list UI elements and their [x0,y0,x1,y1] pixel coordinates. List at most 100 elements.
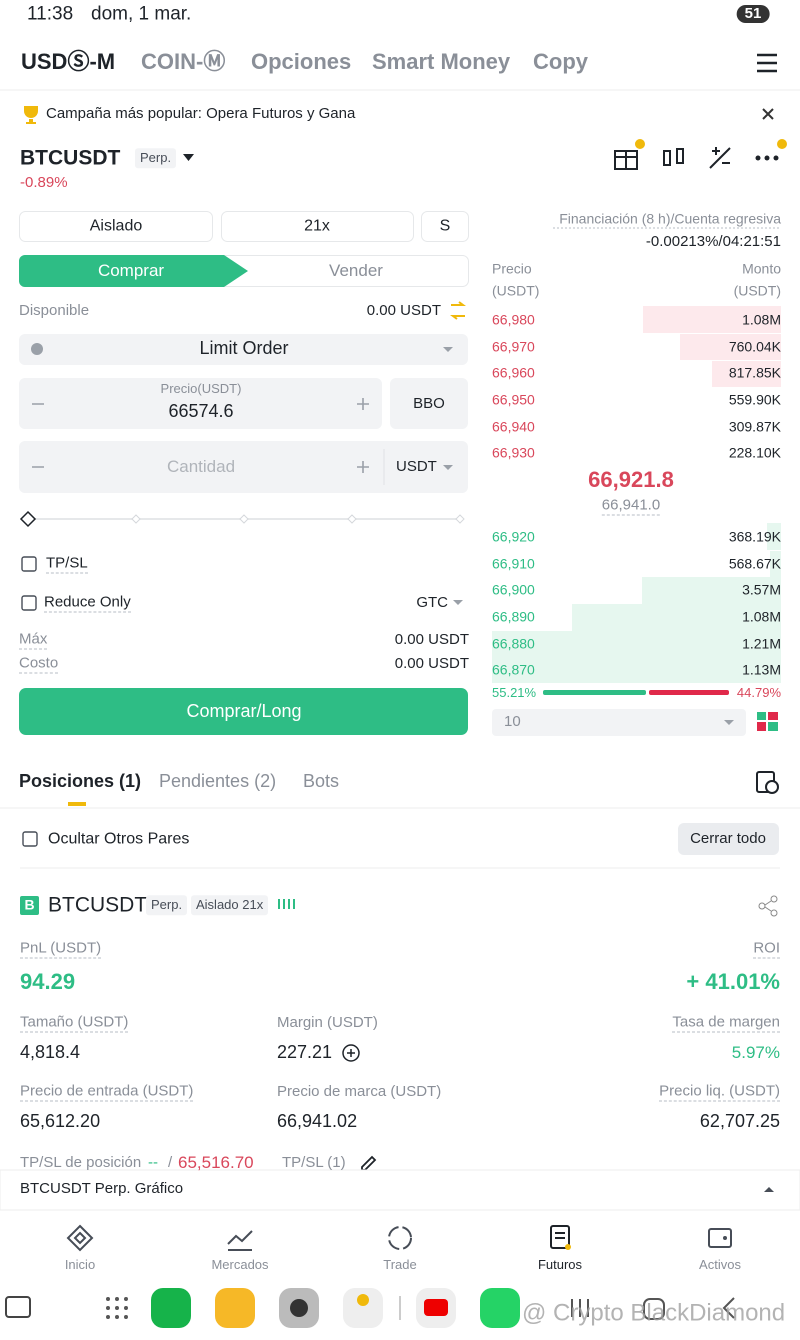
tab[interactable]: Copy [533,48,588,74]
order-type[interactable]: Limit Order [199,338,289,359]
symbol-type: Perp. [135,148,177,168]
bid-amount: 568.67K [728,555,781,572]
positions-tab[interactable]: Pendientes (2) [159,771,277,792]
tpsl-sep: / [168,1154,173,1171]
max-value: 0.00 USDT [394,631,469,648]
symbol-change: -0.89% [20,174,68,191]
roi: + 41.01% [686,968,780,994]
depth-select[interactable]: 10 [504,713,521,730]
time-in-force[interactable]: GTC [416,594,448,611]
last-price: 66,921.8 [588,466,674,492]
mark-price: 66,941.0 [601,496,661,516]
ask-amount: 760.04K [728,338,781,355]
tp-sl[interactable]: TP/SL [46,554,88,574]
positions-tab[interactable]: Posiciones (1) [19,771,142,792]
positions-tab[interactable]: Bots [303,771,340,792]
status-time: 11:38 [27,3,74,25]
sell-tab[interactable]: Vender [329,260,383,280]
leverage[interactable]: 21x [304,217,330,235]
nav-item[interactable]: Inicio [64,1257,96,1273]
position-mode[interactable]: S [439,217,451,235]
tp: -- [148,1154,158,1171]
ask-amount: 228.10K [728,444,781,461]
price-header: Precio [492,260,532,277]
entry-label: Precio de entrada (USDT) [20,1082,194,1102]
bid-amount: 1.08M [742,608,781,625]
position-margin: Aislado 21x [191,895,269,915]
mark-label: Precio de marca (USDT) [277,1083,442,1100]
max-label: Máx [19,630,48,650]
mark: 66,941.02 [277,1111,358,1132]
liq: 62,707.25 [699,1111,780,1132]
amount-header: Monto [742,260,781,277]
tab[interactable]: COIN-Ⓜ [141,48,226,74]
bid-amount: 3.57M [742,581,781,598]
margin-rate-label: Tasa de margen [672,1013,780,1033]
cost-value: 0.00 USDT [394,655,469,672]
tab[interactable]: USDⓈ-M [21,48,116,74]
position-type: Perp. [146,895,188,915]
ask-price[interactable]: 66,930 [492,444,535,461]
ask-amount: 309.87K [728,418,781,435]
price-input[interactable]: 66574.6 [168,401,234,422]
bid-price[interactable]: 66,920 [492,528,535,545]
watermark: @ Crypto BlackDiamond [522,1299,786,1327]
buy-tab[interactable]: Comprar [97,260,165,280]
quantity-input[interactable]: Cantidad [166,456,236,476]
available: 0.00 USDT [366,302,441,319]
bid-price[interactable]: 66,870 [492,661,535,678]
tpsl-orders[interactable]: TP/SL (1) [282,1154,346,1171]
close-all[interactable]: Cerrar todo [690,830,766,847]
bid-price[interactable]: 66,910 [492,555,535,572]
hide-others[interactable]: Ocultar Otros Pares [48,830,190,848]
bbo[interactable]: BBO [413,395,445,412]
quantity-unit[interactable]: USDT [396,458,437,475]
submit-button[interactable]: Comprar/Long [186,701,302,722]
chart-bar[interactable]: BTCUSDT Perp. Gráfico [20,1180,184,1197]
size: 4,818.4 [20,1042,81,1063]
ask-price[interactable]: 66,940 [492,418,535,435]
nav-item[interactable]: Futuros [537,1257,583,1273]
margin-value: 227.21 [277,1042,333,1063]
bid-price[interactable]: 66,880 [492,635,535,652]
badge: B [24,896,35,913]
nav-item[interactable]: Mercados [211,1257,269,1273]
buy-ratio: 55.21% [492,685,537,701]
tab[interactable]: Smart Money [372,48,511,74]
sl: 65,516.70 [178,1152,254,1172]
entry: 65,612.20 [20,1111,101,1132]
ask-amount: 1.08M [742,311,781,328]
position-symbol: BTCUSDT [48,893,148,917]
amount-header: (USDT) [733,282,781,299]
price-header: (USDT) [492,282,540,299]
ask-amount: 817.85K [728,364,781,381]
margin-mode[interactable]: Aislado [89,217,143,235]
cost-label: Costo [19,654,59,674]
ask-price[interactable]: 66,970 [492,338,535,355]
ask-price[interactable]: 66,950 [492,391,535,408]
bid-amount: 368.19K [728,528,781,545]
tab[interactable]: Opciones [251,48,352,74]
available-label: Disponible [19,302,90,319]
ask-price[interactable]: 66,980 [492,311,535,328]
bid-price[interactable]: 66,900 [492,581,535,598]
nav-item[interactable]: Trade [383,1257,417,1273]
ask-amount: 559.90K [728,391,781,408]
roi-label: ROI [753,939,780,959]
margin-label: Margin (USDT) [277,1014,378,1031]
reduce-only[interactable]: Reduce Only [44,593,131,613]
ask-price[interactable]: 66,960 [492,364,535,381]
bid-amount: 1.13M [742,661,781,678]
pnl-label: PnL (USDT) [20,939,102,959]
funding: -0.00213%/04:21:51 [645,233,781,250]
funding-label: Financiación (8 h)/Cuenta regresiva [559,210,781,227]
nav-item[interactable]: Activos [699,1257,741,1273]
liq-label: Precio liq. (USDT) [659,1082,780,1102]
banner-text[interactable]: Campaña más popular: Opera Futuros y Gan… [46,105,356,122]
bid-amount: 1.21M [742,635,781,652]
size-label: Tamaño (USDT) [20,1013,129,1033]
bid-price[interactable]: 66,890 [492,608,535,625]
symbol-name[interactable]: BTCUSDT [20,146,121,170]
